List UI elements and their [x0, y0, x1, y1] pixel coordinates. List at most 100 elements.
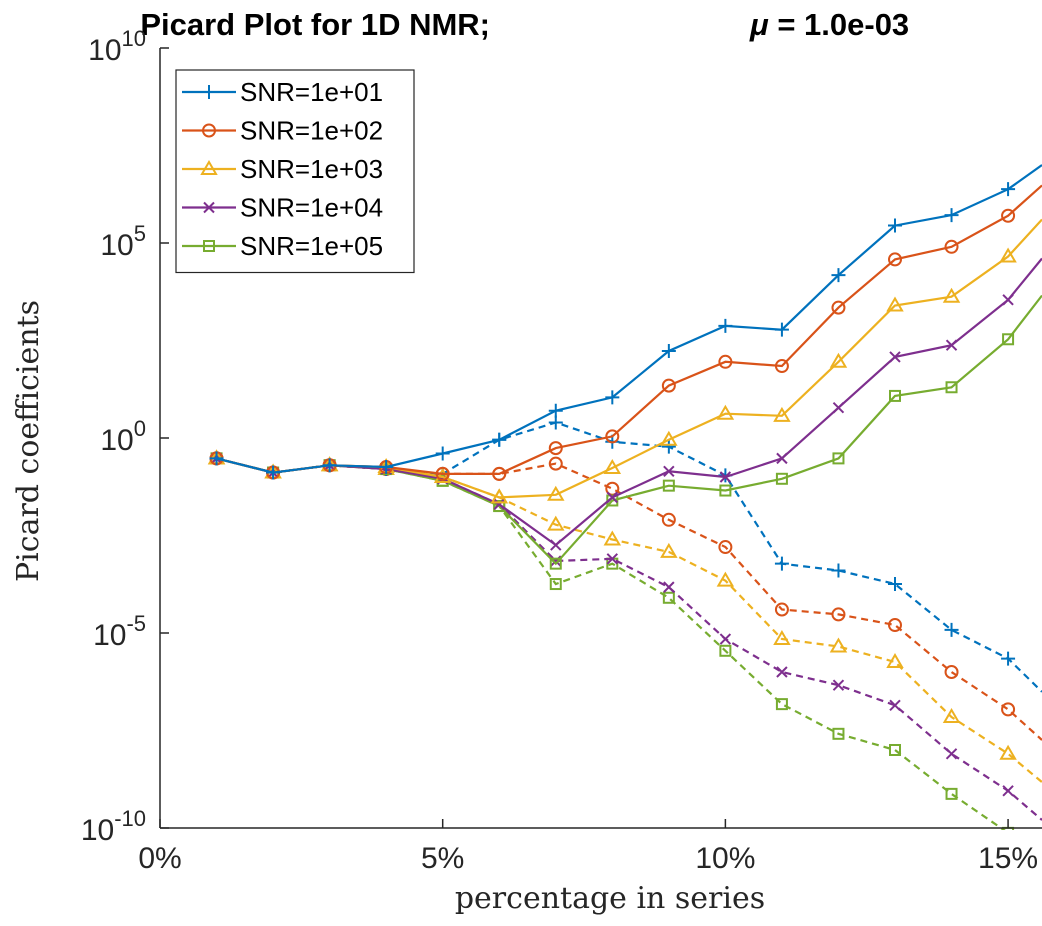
x-marker	[945, 748, 958, 760]
legend-box	[175, 69, 415, 274]
circle-marker	[718, 540, 733, 555]
square-marker	[662, 479, 675, 492]
x-marker	[203, 201, 215, 214]
triangle-marker	[490, 488, 508, 504]
x-marker	[832, 401, 845, 414]
plus-marker	[548, 415, 563, 430]
circle-marker	[718, 354, 733, 369]
square-marker	[832, 452, 845, 465]
circle-marker	[831, 300, 846, 315]
axes: 0% 5% 10% 15% 10-10 10-5 100 105 1010	[81, 26, 1042, 875]
x-marker	[1002, 785, 1014, 797]
plus-marker	[1001, 182, 1016, 197]
plus-marker	[774, 322, 789, 337]
x-marker	[493, 498, 505, 510]
legend-label: SNR=1e+03	[240, 154, 383, 184]
x-axis-label: percentage in series	[455, 881, 765, 916]
triangle-marker	[200, 160, 218, 175]
series-dashed-square	[210, 452, 1015, 830]
circle-marker	[944, 239, 959, 254]
triangle-marker	[716, 571, 735, 587]
dashed-line	[216, 457, 1042, 741]
solid-line	[216, 164, 1042, 474]
legend-label: SNR=1e+04	[240, 193, 383, 223]
mu-symbol: μ	[749, 7, 769, 42]
x-marker	[889, 699, 901, 712]
triangle-marker	[942, 708, 961, 724]
triangle-marker	[886, 653, 904, 669]
triangle-marker	[433, 468, 452, 483]
x-tick-label: 15%	[978, 842, 1038, 875]
plus-marker	[266, 465, 281, 480]
triangle-marker	[829, 352, 848, 368]
y-tick-label: 105	[100, 221, 146, 262]
circle-marker	[605, 429, 620, 444]
mu-value: = 1.0e-03	[769, 7, 909, 42]
square-marker	[493, 500, 506, 513]
triangle-marker	[999, 744, 1017, 760]
circle-marker	[548, 441, 563, 456]
plus-marker	[944, 622, 959, 637]
triangle-marker	[773, 406, 791, 422]
series-dashed-circle	[209, 451, 1042, 741]
x-tick-label: 10%	[695, 842, 755, 875]
x-marker	[663, 581, 675, 593]
plus-marker	[831, 268, 846, 283]
legend-label: SNR=1e+01	[240, 77, 383, 107]
square-marker	[719, 484, 732, 497]
plus-marker	[661, 439, 676, 454]
chart-title: Picard Plot for 1D NMR;	[140, 7, 490, 42]
legend-entry: SNR=1e+02	[182, 116, 383, 146]
triangle-marker	[660, 430, 678, 446]
legend-label: SNR=1e+05	[240, 231, 383, 261]
plus-marker	[209, 451, 224, 466]
triangle-marker	[547, 485, 565, 501]
x-marker	[719, 633, 732, 645]
chart-title-mu: μ = 1.0e-03	[749, 7, 909, 42]
plus-marker	[888, 577, 902, 592]
triangle-marker	[547, 515, 565, 531]
plus-marker	[944, 208, 959, 223]
plus-marker	[888, 218, 902, 233]
y-tick-label: 10-5	[93, 611, 146, 652]
series-solid-plus	[209, 164, 1042, 480]
plot-area	[207, 164, 1042, 830]
plus-marker	[605, 390, 620, 405]
x-marker	[606, 491, 619, 504]
dashed-line	[216, 457, 1042, 783]
circle-marker	[492, 466, 507, 481]
triangle-marker	[716, 404, 735, 420]
square-marker	[945, 787, 958, 800]
dashed-line	[216, 457, 1006, 830]
circle-marker	[774, 602, 789, 617]
x-marker	[719, 471, 732, 483]
y-tick-label: 10-10	[81, 806, 146, 847]
solid-line	[216, 294, 1042, 566]
triangle-marker	[773, 630, 791, 646]
circle-marker	[1001, 208, 1016, 223]
x-marker	[663, 465, 675, 478]
y-tick-label: 100	[100, 416, 146, 457]
x-marker	[776, 666, 788, 678]
circle-marker	[661, 378, 676, 393]
circle-marker	[888, 618, 902, 633]
square-marker	[662, 591, 675, 604]
triangle-marker	[886, 296, 904, 312]
x-tick-label: 0%	[138, 842, 181, 875]
y-axis-label: Picard coefficients	[11, 300, 46, 582]
legend-entry: SNR=1e+01	[182, 77, 383, 107]
series-dashed-x	[210, 452, 1042, 821]
plus-marker	[718, 318, 733, 333]
square-marker	[549, 557, 562, 570]
legend-entry: SNR=1e+04	[182, 193, 383, 223]
circle-marker	[661, 512, 676, 527]
plus-marker	[379, 460, 394, 475]
y-tick-label: 1010	[88, 26, 146, 67]
triangle-marker	[999, 247, 1017, 263]
legend-entry: SNR=1e+05	[182, 231, 383, 261]
square-marker	[832, 727, 845, 740]
square-marker	[203, 240, 215, 252]
x-marker	[889, 351, 901, 363]
dashed-line	[216, 421, 1042, 693]
